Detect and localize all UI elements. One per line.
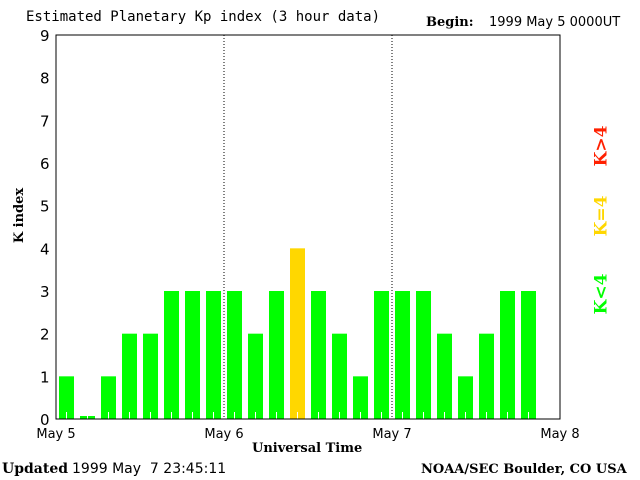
bar bbox=[185, 291, 200, 419]
chart-title: Estimated Planetary Kp index (3 hour dat… bbox=[26, 9, 381, 25]
bar bbox=[479, 333, 494, 419]
y-axis-label: K index bbox=[12, 187, 28, 244]
bar bbox=[206, 291, 221, 419]
bar bbox=[290, 248, 305, 419]
bar bbox=[416, 291, 431, 419]
x-tick-label: May 7 bbox=[372, 427, 411, 442]
y-tick-label: 2 bbox=[40, 326, 50, 344]
bar bbox=[164, 291, 179, 419]
legend-above4: K>4 bbox=[591, 125, 612, 167]
updated-label: Updated bbox=[2, 461, 69, 477]
y-tick-label: 6 bbox=[40, 155, 50, 173]
bar bbox=[248, 333, 263, 419]
bar bbox=[227, 291, 242, 419]
bar bbox=[311, 291, 326, 419]
bar bbox=[395, 291, 410, 419]
bar bbox=[374, 291, 389, 419]
plot-frame bbox=[55, 34, 561, 420]
bar bbox=[332, 333, 347, 419]
begin-value: 1999 May 5 0000UT bbox=[489, 15, 621, 30]
source-label: NOAA/SEC Boulder, CO USA bbox=[421, 462, 627, 477]
y-tick-label: 8 bbox=[40, 70, 50, 88]
bar bbox=[500, 291, 515, 419]
legend-below4: K<4 bbox=[591, 273, 612, 315]
bar bbox=[353, 376, 368, 419]
x-tick-label: May 6 bbox=[204, 427, 243, 442]
y-tick-label: 3 bbox=[40, 283, 50, 301]
y-tick-label: 5 bbox=[40, 198, 50, 216]
bar bbox=[458, 376, 473, 419]
legend-equal4: K=4 bbox=[591, 195, 612, 237]
y-tick-label: 1 bbox=[40, 368, 50, 386]
x-tick-label: May 5 bbox=[36, 427, 75, 442]
bar bbox=[143, 333, 158, 419]
bar bbox=[101, 376, 116, 419]
bar bbox=[269, 291, 284, 419]
bar bbox=[122, 333, 137, 419]
bar bbox=[437, 333, 452, 419]
y-tick-label: 7 bbox=[40, 112, 50, 130]
bar bbox=[521, 291, 536, 419]
updated-value: 1999 May 7 23:45:11 bbox=[72, 461, 227, 477]
bar bbox=[59, 376, 74, 419]
x-tick-label: May 8 bbox=[540, 427, 579, 442]
x-axis-label: Universal Time bbox=[252, 441, 363, 456]
begin-label: Begin: bbox=[426, 15, 474, 30]
y-tick-label: 0 bbox=[40, 411, 50, 429]
y-tick-label: 9 bbox=[40, 27, 50, 45]
y-tick-label: 4 bbox=[40, 240, 50, 258]
